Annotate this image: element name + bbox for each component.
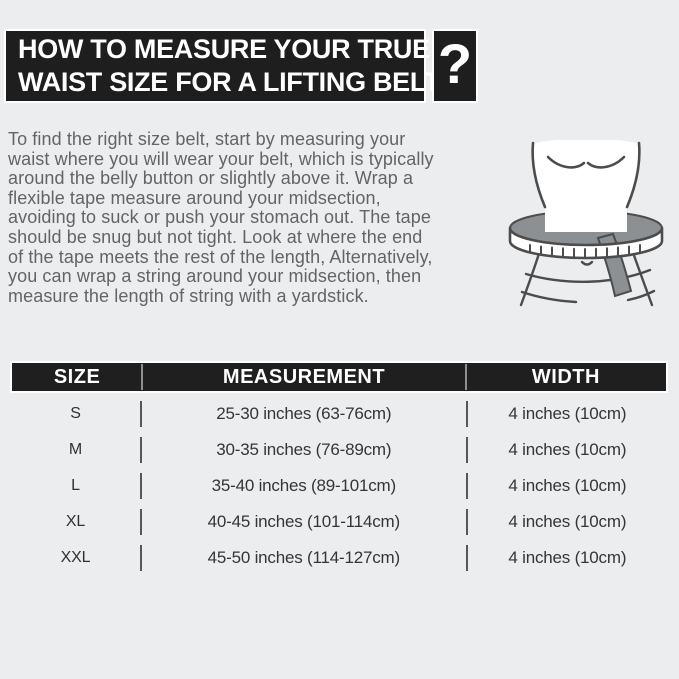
table-row: XL 40-45 inches (101-114cm) 4 inches (10… [10,504,668,540]
waist-tape-measure-illustration [508,140,664,307]
column-header-measurement: MEASUREMENT [141,363,466,391]
cell-measurement: 40-45 inches (101-114cm) [139,504,467,540]
cell-width: 4 inches (10cm) [465,504,668,540]
size-table-header: SIZE MEASUREMENT WIDTH [10,361,668,393]
page-title: HOW TO MEASURE YOUR TRUE WAIST SIZE FOR … [4,29,441,103]
cell-measurement: 35-40 inches (89-101cm) [139,468,467,504]
cell-width: 4 inches (10cm) [465,468,668,504]
cell-measurement: 45-50 inches (114-127cm) [139,540,467,576]
cell-measurement: 25-30 inches (63-76cm) [139,396,467,432]
cell-width: 4 inches (10cm) [465,396,668,432]
cell-width: 4 inches (10cm) [465,432,668,468]
cell-size: S [70,405,81,422]
header: HOW TO MEASURE YOUR TRUE WAIST SIZE FOR … [4,29,478,103]
column-header-width: WIDTH [464,363,666,391]
table-row: M 30-35 inches (76-89cm) 4 inches (10cm) [10,432,668,468]
cell-measurement: 30-35 inches (76-89cm) [139,432,467,468]
size-table-body: S 25-30 inches (63-76cm) 4 inches (10cm)… [10,396,668,576]
size-table: SIZE MEASUREMENT WIDTH S 25-30 inches (6… [10,361,668,576]
table-row: S 25-30 inches (63-76cm) 4 inches (10cm) [10,396,668,432]
table-row: L 35-40 inches (89-101cm) 4 inches (10cm… [10,468,668,504]
page-title-line2: WAIST SIZE FOR A LIFTING BELT [18,67,441,97]
measuring-instructions-text: To find the right size belt, start by me… [8,129,434,306]
cell-size: XL [65,513,86,530]
question-mark-icon: ? [437,32,473,95]
cell-size: L [71,477,80,494]
cell-width: 4 inches (10cm) [465,540,668,576]
column-header-size: SIZE [53,365,101,388]
cell-size: XXL [60,549,91,566]
question-mark-box: ? [432,29,478,103]
page-title-line1: HOW TO MEASURE YOUR TRUE [18,34,430,64]
cell-size: M [68,441,83,458]
table-row: XXL 45-50 inches (114-127cm) 4 inches (1… [10,540,668,576]
